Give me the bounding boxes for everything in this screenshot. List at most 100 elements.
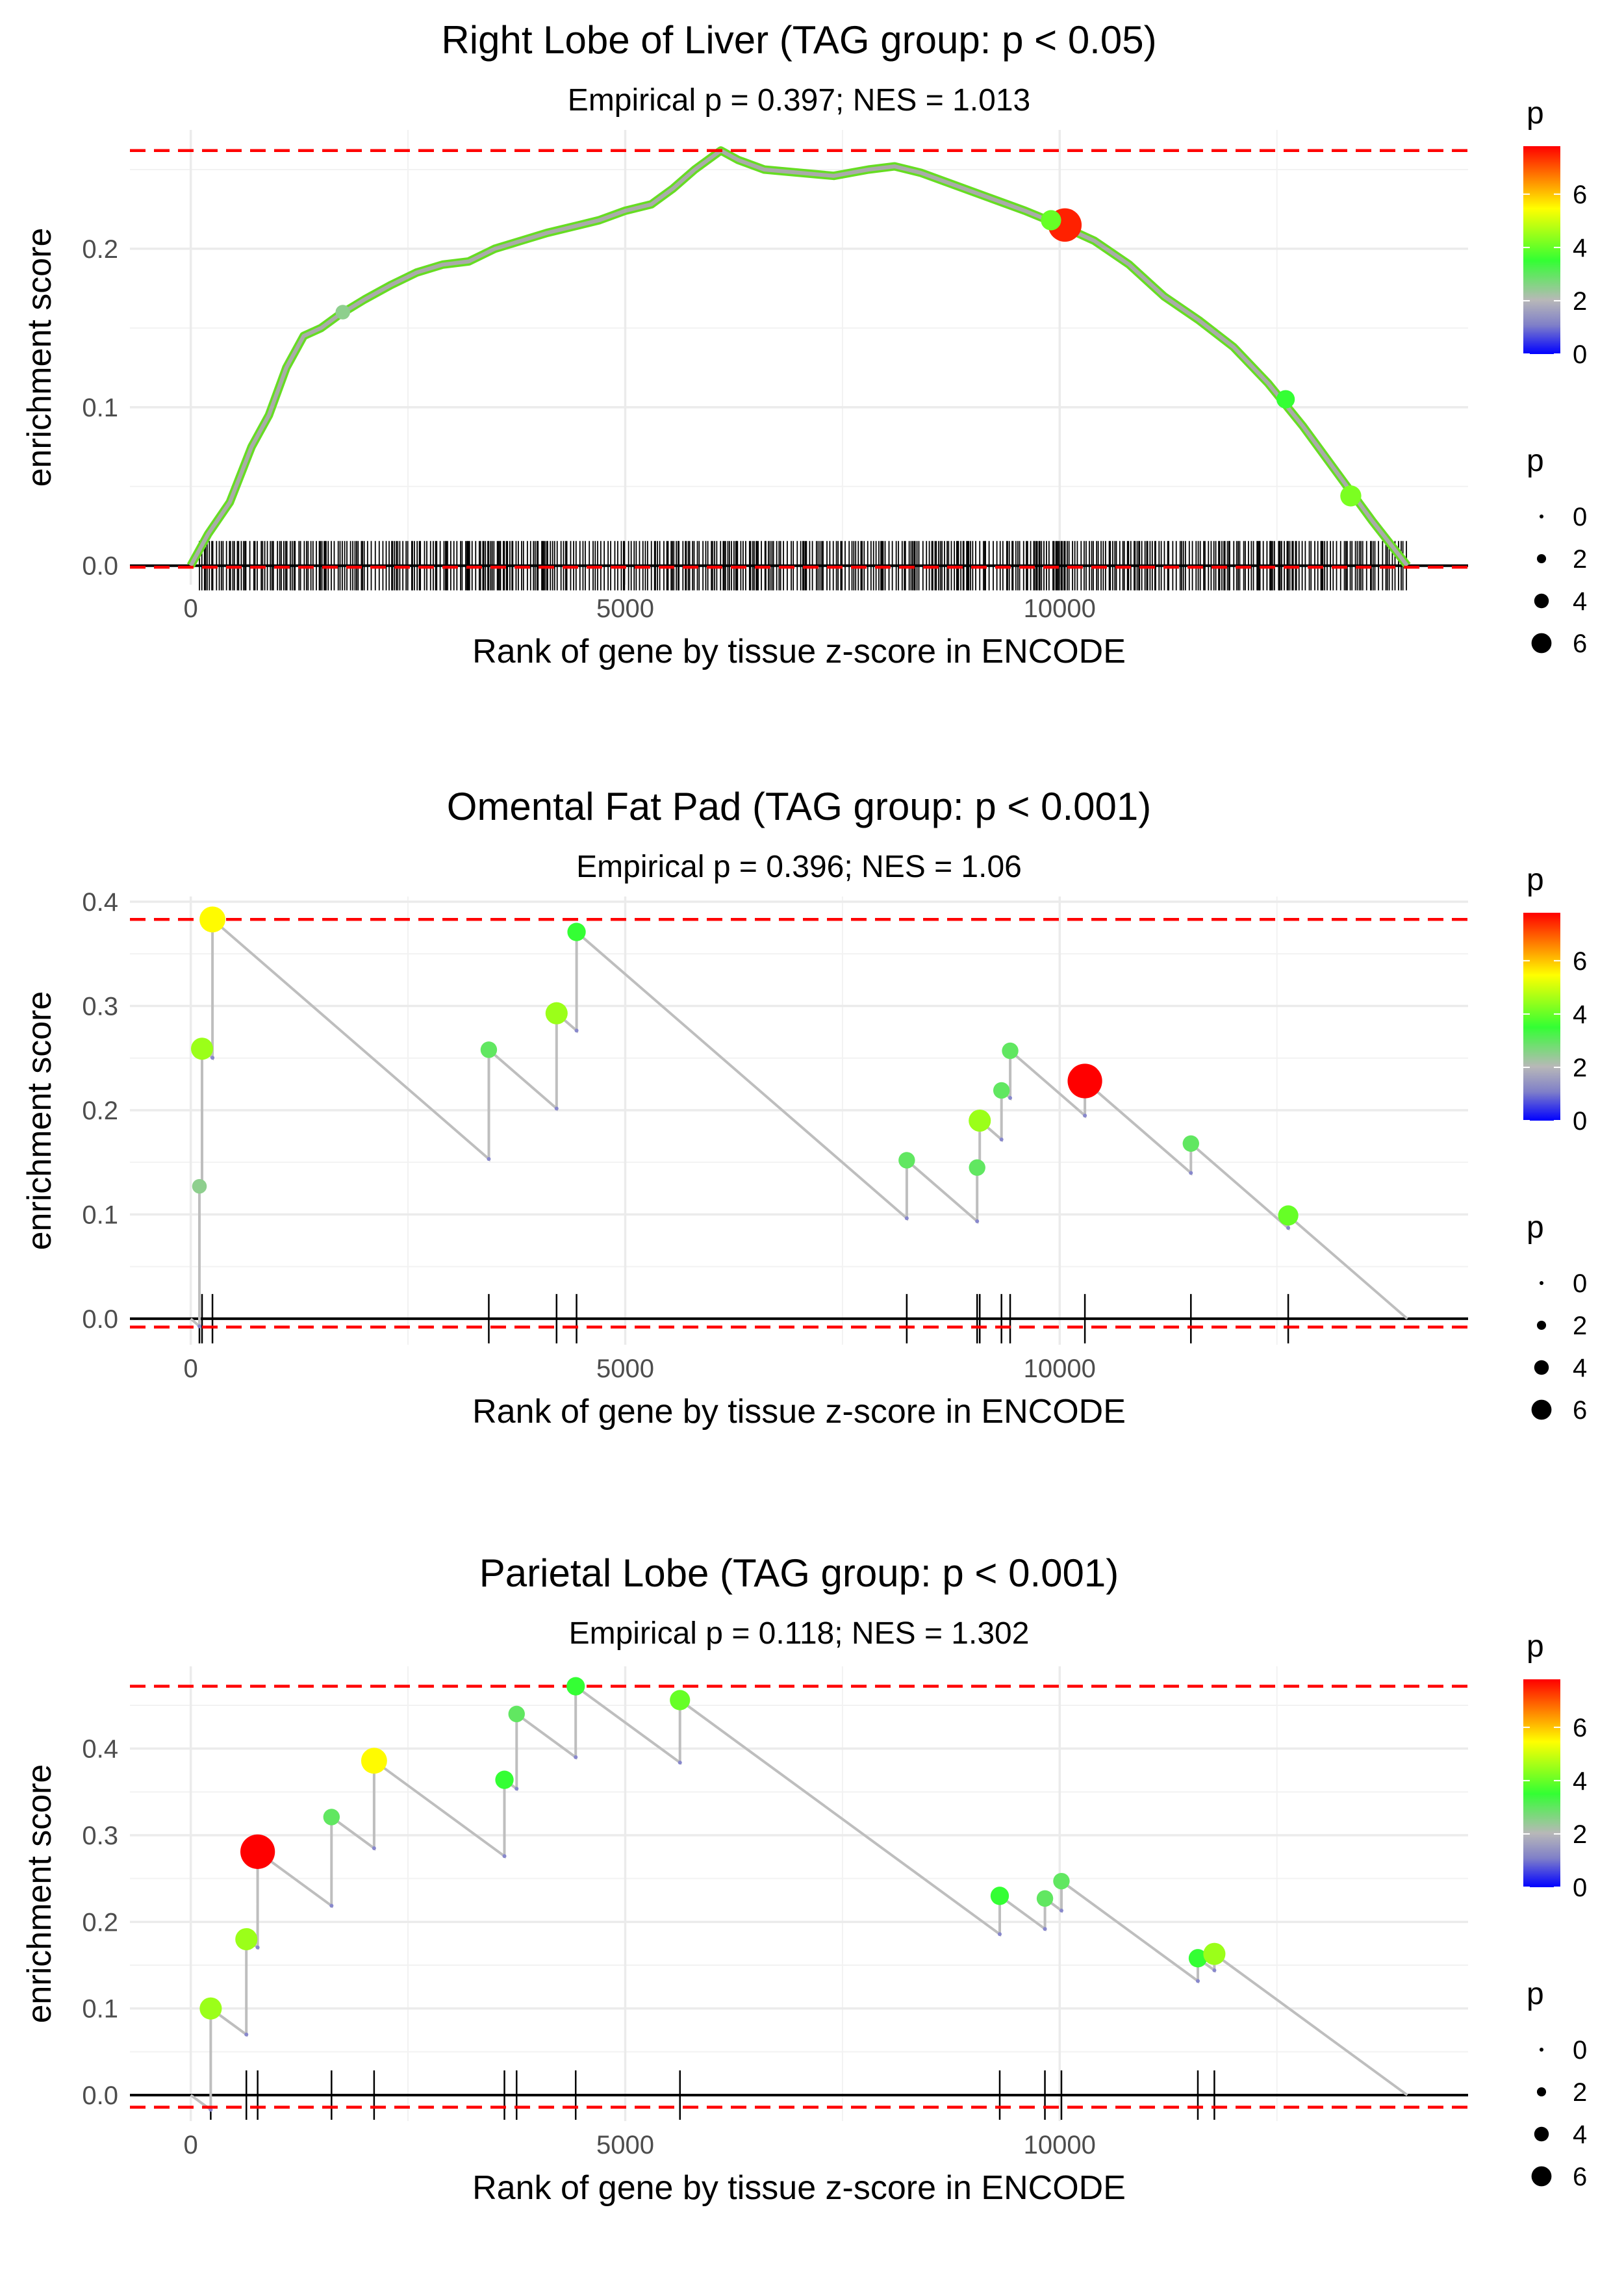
size-legend-label: 0 xyxy=(1573,2036,1587,2065)
hit-point xyxy=(990,1887,1009,1905)
step-point xyxy=(999,1137,1004,1141)
hit-point xyxy=(1276,390,1295,409)
size-legend-dot xyxy=(1540,2048,1543,2052)
color-bar-label: 2 xyxy=(1573,1820,1587,1849)
legend-size-title: p xyxy=(1527,444,1544,478)
x-axis-title: Rank of gene by tissue z-score in ENCODE xyxy=(472,633,1126,670)
hit-point xyxy=(969,1109,991,1132)
hit-point xyxy=(1053,1872,1070,1890)
hit-point xyxy=(190,1037,214,1060)
hit-point xyxy=(545,1002,568,1024)
enrichment-line xyxy=(190,916,1408,1329)
step-point xyxy=(487,1157,491,1162)
chart-title: Omental Fat Pad (TAG group: p < 0.001) xyxy=(447,785,1151,828)
step-point xyxy=(1195,1979,1200,1983)
legend-color-title: p xyxy=(1527,96,1544,131)
step-point xyxy=(998,1932,1002,1937)
chart-subtitle: Empirical p = 0.397; NES = 1.013 xyxy=(568,83,1030,118)
chart-subtitle: Empirical p = 0.118; NES = 1.302 xyxy=(569,1616,1030,1651)
step-point xyxy=(554,1106,559,1111)
step-point xyxy=(514,1787,519,1791)
hit-point xyxy=(1036,1890,1054,1907)
color-bar xyxy=(1523,913,1560,1121)
color-bar-label: 0 xyxy=(1573,1874,1587,1902)
x-tick-label: 0 xyxy=(184,594,198,623)
hit-point xyxy=(192,1178,207,1194)
step-point xyxy=(1008,1096,1013,1100)
y-tick-label: 0.1 xyxy=(82,394,118,422)
color-bar-label: 2 xyxy=(1573,287,1587,316)
chart-title: Parietal Lobe (TAG group: p < 0.001) xyxy=(479,1551,1119,1595)
hit-point xyxy=(1067,1063,1102,1099)
color-bar-label: 0 xyxy=(1573,1107,1587,1136)
gene-rug xyxy=(199,541,1407,591)
hit-point xyxy=(1203,1942,1226,1965)
color-bar xyxy=(1523,1679,1560,1887)
enrichment-line-halo xyxy=(186,146,1411,568)
x-axis-title: Rank of gene by tissue z-score in ENCODE xyxy=(472,1393,1126,1431)
step-point xyxy=(329,1903,334,1908)
size-legend-dot xyxy=(1531,1399,1552,1420)
hit-point xyxy=(335,305,350,320)
color-bar-label: 2 xyxy=(1573,1054,1587,1082)
size-legend-dot xyxy=(1540,515,1543,518)
chart-subtitle: Empirical p = 0.396; NES = 1.06 xyxy=(576,850,1022,884)
size-legend-dot xyxy=(1540,1281,1543,1285)
hit-point xyxy=(567,922,586,941)
step-point xyxy=(502,1854,507,1859)
size-legend-label: 4 xyxy=(1573,1354,1587,1382)
size-legend-label: 0 xyxy=(1573,503,1587,531)
y-tick-label: 0.1 xyxy=(82,1201,118,1229)
step-point xyxy=(209,2107,213,2112)
legend-size-title: p xyxy=(1527,1210,1544,1245)
size-legend-label: 0 xyxy=(1573,1269,1587,1298)
y-tick-label: 0.4 xyxy=(82,1735,118,1764)
hit-point xyxy=(199,906,226,933)
color-bar-label: 6 xyxy=(1573,1714,1587,1742)
y-tick-label: 0.3 xyxy=(82,1822,118,1850)
step-point xyxy=(1286,1226,1291,1230)
hit-point xyxy=(323,1809,340,1825)
panel-1: Right Lobe of Liver (TAG group: p < 0.05… xyxy=(21,18,1587,670)
step-point xyxy=(1059,1908,1063,1913)
size-legend-label: 2 xyxy=(1573,2078,1587,2107)
x-tick-label: 0 xyxy=(184,2131,198,2159)
step-point xyxy=(372,1846,376,1850)
size-legend-dot xyxy=(1536,2087,1547,2097)
hit-point xyxy=(240,1834,275,1869)
color-bar-label: 4 xyxy=(1573,1767,1587,1796)
x-tick-label: 10000 xyxy=(1024,2131,1096,2159)
y-tick-label: 0.2 xyxy=(82,235,118,264)
y-axis-title: enrichment score xyxy=(21,228,58,487)
size-legend-dot xyxy=(1536,1320,1547,1330)
y-tick-label: 0.3 xyxy=(82,992,118,1021)
step-point xyxy=(1083,1113,1087,1118)
step-point xyxy=(210,1056,215,1060)
step-point xyxy=(1043,1927,1047,1931)
color-bar-label: 6 xyxy=(1573,947,1587,976)
y-tick-label: 0.0 xyxy=(82,2081,118,2110)
hit-point xyxy=(566,1677,585,1696)
hit-point xyxy=(361,1748,387,1774)
hit-point xyxy=(199,1997,222,2020)
size-legend-dot xyxy=(1534,593,1549,609)
size-legend-label: 6 xyxy=(1573,2163,1587,2191)
hit-point xyxy=(1340,485,1362,507)
step-point xyxy=(574,1028,579,1033)
y-tick-label: 0.0 xyxy=(82,552,118,581)
size-legend-dot xyxy=(1531,2166,1552,2187)
hit-point xyxy=(508,1705,525,1723)
color-bar-label: 4 xyxy=(1573,1000,1587,1029)
hit-point xyxy=(1182,1135,1199,1152)
hit-point xyxy=(670,1690,691,1711)
enrichment-line xyxy=(190,1683,1408,2113)
size-legend-label: 6 xyxy=(1573,1396,1587,1425)
x-tick-label: 10000 xyxy=(1024,1355,1096,1383)
x-tick-label: 10000 xyxy=(1024,594,1096,623)
color-bar-label: 0 xyxy=(1573,340,1587,369)
x-tick-label: 5000 xyxy=(596,594,654,623)
step-point xyxy=(574,1755,578,1759)
size-legend-label: 6 xyxy=(1573,630,1587,658)
size-legend-dot xyxy=(1531,633,1552,654)
hit-point xyxy=(969,1159,985,1176)
